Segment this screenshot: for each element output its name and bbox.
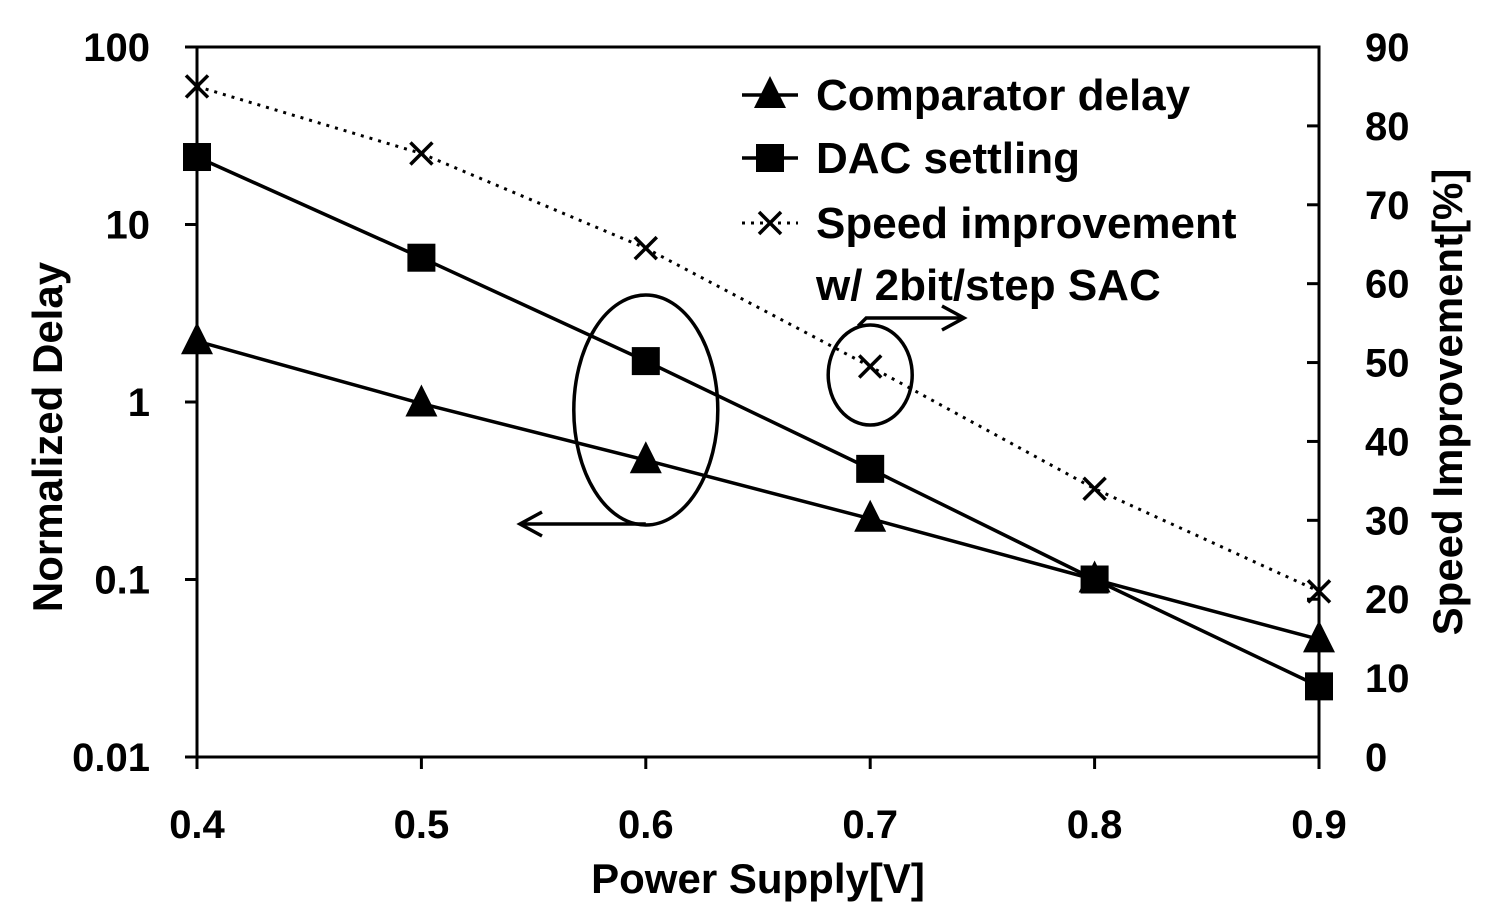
legend-label: Comparator delay [816,71,1191,120]
data-point [629,441,662,474]
legend-label-line2: w/ 2bit/step SAC [815,261,1161,310]
right-y-tick-label: 30 [1365,499,1410,543]
left-y-tick-label: 0.01 [72,736,150,780]
data-point [1306,579,1332,604]
series-triangle [181,322,1335,653]
x-tick-label: 0.9 [1291,803,1347,847]
x-axis-label: Power Supply[V] [591,855,925,902]
data-point [184,74,210,99]
x-marker-stroke [857,354,883,379]
data-point [1080,565,1109,594]
x-marker-stroke [633,235,659,261]
x-tick-label: 0.6 [618,803,674,847]
right-arrow-shaft [856,316,962,328]
left-y-tick-label: 100 [83,26,150,70]
data-point [854,499,887,532]
annotations [516,293,968,538]
left-y-tick-label: 0.1 [94,559,150,603]
series-line [196,339,1320,642]
right-y-tick-label: 20 [1365,578,1410,622]
series-line [196,85,1320,593]
data-point [1082,476,1107,502]
legend: Comparator delay DAC settling Speed improv… [742,71,1237,310]
legend-marker [756,144,784,172]
series-x [184,74,1332,604]
data-point [633,235,659,261]
axis-ticks: 0.4 0.5 0.6 0.7 0.8 0.9 0.01 0.1 1 10 100 0 10 20 30 40… [72,26,1409,847]
right-axis-ellipse [826,323,914,427]
legend-marker [754,76,786,108]
data-point [407,243,436,272]
x-tick-label: 0.5 [394,803,450,847]
left-y-tick-label: 1 [128,381,150,425]
x-tick-label: 0.4 [169,803,225,847]
series-line [196,155,1320,688]
right-y-tick-label: 80 [1365,105,1410,149]
legend-label: Speed improvement [816,199,1237,248]
left-y-tick-label: 10 [106,204,151,248]
x-tick-label: 0.7 [842,803,898,847]
data-point [631,347,660,376]
right-y-tick-label: 90 [1365,26,1410,70]
data-point [1305,672,1333,701]
right-y-tick-label: 0 [1365,736,1387,780]
x-marker-stroke [409,141,434,166]
data-point [856,454,885,483]
legend-marker [757,210,783,236]
x-tick-label: 0.8 [1067,803,1123,847]
right-y-tick-label: 40 [1365,420,1410,464]
x-marker-stroke [1306,579,1332,604]
x-marker-stroke [1082,476,1107,502]
right-y-tick-label: 60 [1365,263,1410,307]
data-point [409,141,434,166]
right-axis-label: Speed Improvement[%] [1424,169,1471,636]
left-arrow-head [516,510,543,538]
series-layer [181,74,1335,701]
data-point [1303,620,1335,653]
legend-label: DAC settling [816,134,1080,183]
series-square [183,143,1333,701]
data-point [857,354,883,379]
right-y-tick-label: 70 [1365,184,1410,228]
data-point [181,322,213,355]
left-axis-ellipse [572,293,720,527]
x-marker-stroke [757,210,783,236]
right-y-tick-label: 50 [1365,342,1410,386]
left-axis-label: Normalized Delay [24,261,71,612]
data-point [405,384,438,417]
data-point [183,143,211,172]
x-marker-stroke [184,74,210,99]
right-y-tick-label: 10 [1365,657,1410,701]
right-arrow-head [941,304,968,332]
